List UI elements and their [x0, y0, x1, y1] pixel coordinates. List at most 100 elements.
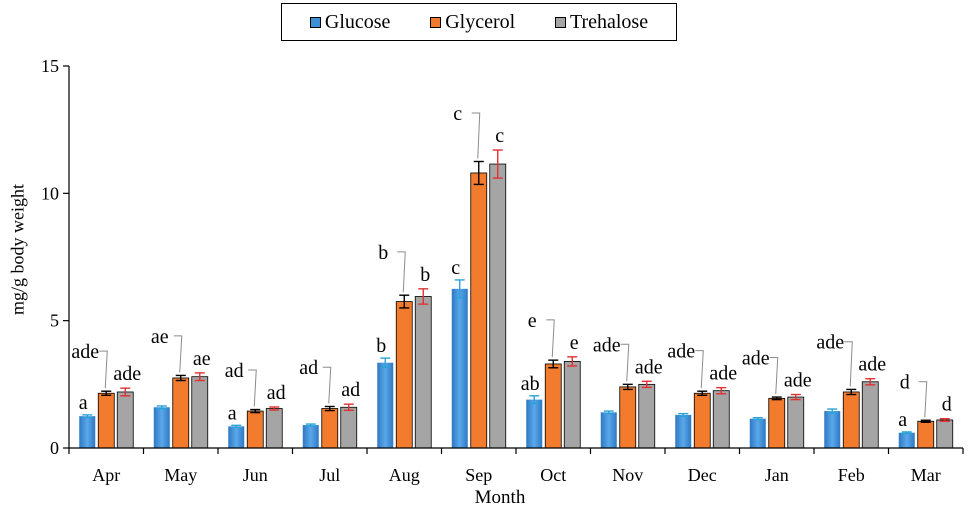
- label-glycerol-jan: ade: [742, 348, 770, 370]
- x-tick-label-nov: Nov: [612, 465, 643, 485]
- label-glucose-aug: b: [376, 335, 386, 357]
- x-tick-label-apr: Apr: [92, 465, 120, 485]
- y-tick-label-5: 5: [50, 311, 59, 331]
- label-trehalose-oct: e: [570, 332, 579, 354]
- bar-trehalose-jun: [265, 408, 283, 449]
- bar-glucose-may: [153, 407, 170, 448]
- y-axis-title: mg/g body weight: [7, 184, 28, 315]
- label-trehalose-sep: c: [495, 125, 504, 147]
- x-tick-label-aug: Aug: [389, 465, 420, 485]
- bar-glycerol-jun: [246, 410, 264, 449]
- bar-trehalose-sep: [489, 163, 507, 449]
- bar-glucose-dec: [675, 414, 692, 448]
- bar-glucose-feb: [824, 411, 841, 448]
- bar-glucose-mar: [898, 432, 915, 448]
- bar-trehalose-jul: [340, 406, 358, 449]
- bar-glycerol-jan: [768, 397, 786, 449]
- label-trehalose-feb: ade: [858, 354, 886, 376]
- bar-trehalose-jan: [787, 396, 805, 449]
- bar-glucose-jul: [302, 425, 319, 448]
- legend-label-glucose: Glucose: [324, 10, 391, 33]
- label-glucose-mar: a: [898, 409, 907, 431]
- label-glucose-apr: a: [79, 392, 88, 414]
- axes-layer: 0 5 10 15 Apr May Jun Jul Aug Sep Oct Nov Dec Jan Feb M…: [41, 56, 964, 485]
- leader-line-glycerol-oct: [546, 319, 555, 358]
- label-glycerol-oct: e: [528, 310, 537, 332]
- label-trehalose-jun: ad: [267, 382, 286, 404]
- leader-line-glycerol-dec: [695, 350, 704, 389]
- bar-glycerol-oct: [544, 363, 562, 449]
- leader-line-glycerol-feb: [844, 341, 853, 387]
- bars-layer: [79, 149, 954, 449]
- legend: Glucose Glycerol Trehalose: [281, 3, 677, 41]
- bar-glucose-apr: [79, 416, 96, 448]
- legend-swatch-trehalose: [554, 16, 566, 28]
- label-trehalose-jan: ade: [784, 370, 812, 392]
- x-tick-label-jan: Jan: [765, 465, 789, 485]
- bar-glycerol-apr: [97, 392, 115, 449]
- x-tick-label-sep: Sep: [465, 465, 492, 485]
- bar-trehalose-feb: [861, 381, 879, 449]
- leader-line-glycerol-aug: [397, 251, 406, 293]
- bar-glycerol-mar: [917, 420, 935, 449]
- label-glycerol-jul: ad: [299, 357, 318, 379]
- label-trehalose-nov: ade: [635, 356, 663, 378]
- leader-line-glycerol-mar: [918, 381, 928, 418]
- label-glycerol-feb: ade: [816, 332, 844, 354]
- x-tick-label-jul: Jul: [319, 465, 340, 485]
- y-tick-label-0: 0: [50, 438, 59, 458]
- leader-line-glycerol-jul: [322, 366, 332, 404]
- label-trehalose-mar: d: [942, 394, 952, 416]
- label-glucose-jun: a: [228, 402, 237, 424]
- label-glycerol-jun: ad: [225, 360, 244, 382]
- bar-trehalose-mar: [936, 419, 954, 449]
- legend-label-glycerol: Glycerol: [445, 10, 516, 33]
- bar-glycerol-nov: [619, 386, 637, 449]
- label-trehalose-dec: ade: [709, 363, 737, 385]
- x-tick-label-may: May: [164, 465, 197, 485]
- label-trehalose-aug: b: [420, 264, 430, 286]
- legend-swatch-glycerol: [430, 16, 442, 28]
- label-glycerol-nov: ade: [593, 334, 621, 356]
- bar-glucose-jan: [749, 418, 766, 448]
- x-tick-label-mar: Mar: [911, 465, 941, 485]
- bar-glycerol-may: [172, 377, 190, 449]
- bar-trehalose-oct: [563, 361, 581, 449]
- legend-item-glucose: Glucose: [309, 10, 391, 34]
- label-trehalose-jul: ad: [341, 379, 360, 401]
- bar-glycerol-dec: [693, 392, 711, 449]
- label-glycerol-sep: c: [453, 103, 462, 125]
- label-glycerol-mar: d: [900, 372, 910, 394]
- bar-glycerol-aug: [395, 301, 413, 449]
- leader-line-glycerol-jun: [248, 369, 257, 407]
- bar-trehalose-apr: [116, 391, 134, 449]
- x-tick-label-jun: Jun: [243, 465, 268, 485]
- leader-line-glycerol-nov: [620, 343, 630, 382]
- bar-glycerol-sep: [470, 172, 488, 449]
- leader-line-glycerol-jan: [769, 357, 779, 395]
- bar-trehalose-dec: [712, 390, 730, 449]
- bar-glycerol-jul: [321, 408, 339, 449]
- bar-trehalose-aug: [414, 296, 432, 449]
- label-glycerol-aug: b: [378, 242, 388, 264]
- legend-label-trehalose: Trehalose: [569, 10, 649, 33]
- label-glucose-oct: ab: [521, 373, 540, 395]
- legend-swatch-glucose: [309, 16, 321, 28]
- bar-glucose-oct: [526, 399, 543, 448]
- bar-glucose-nov: [600, 412, 617, 448]
- legend-item-trehalose: Trehalose: [554, 10, 649, 34]
- x-tick-label-feb: Feb: [838, 465, 865, 485]
- bar-glucose-aug: [377, 362, 394, 448]
- leader-line-glycerol-may: [173, 335, 183, 373]
- bar-glucose-jun: [228, 426, 245, 448]
- y-tick-label-15: 15: [41, 56, 59, 76]
- leader-line-glycerol-apr: [99, 350, 108, 389]
- x-tick-label-oct: Oct: [540, 465, 566, 485]
- label-glycerol-may: ae: [151, 326, 169, 348]
- label-trehalose-may: ae: [193, 348, 211, 370]
- bar-glycerol-feb: [842, 391, 860, 449]
- x-tick-label-dec: Dec: [688, 465, 717, 485]
- label-glycerol-dec: ade: [667, 341, 695, 363]
